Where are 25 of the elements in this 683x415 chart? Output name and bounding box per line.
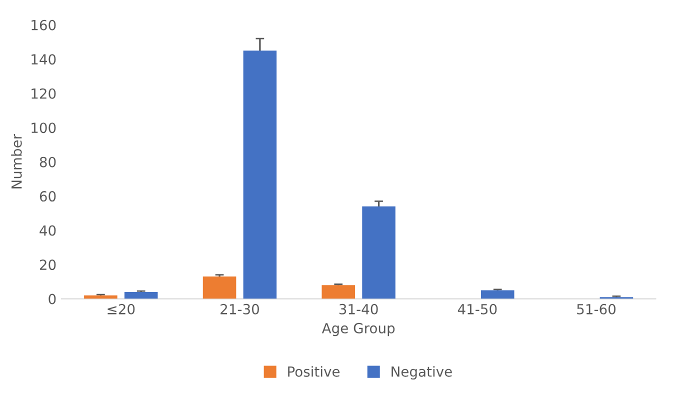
bar — [322, 285, 356, 299]
y-tick-label: 80 — [40, 156, 56, 168]
x-tick-label: ≤20 — [108, 304, 135, 314]
x-tick-label: 21-30 — [220, 304, 259, 314]
y-axis-title: Number — [11, 134, 22, 188]
x-axis-title: Age Group — [322, 322, 395, 336]
x-tick-label: 41-50 — [458, 304, 497, 314]
y-tick-label: 120 — [32, 88, 56, 99]
y-tick-label: 140 — [32, 54, 56, 65]
y-tick-label: 40 — [40, 225, 56, 236]
legend-label: Negative — [392, 366, 452, 380]
bar — [84, 295, 118, 299]
y-tick-label: 20 — [40, 260, 56, 270]
y-tick-label: 60 — [40, 191, 56, 202]
bar — [362, 206, 396, 299]
y-tick-label: 100 — [32, 122, 56, 134]
legend-label: Positive — [288, 366, 340, 377]
y-tick-label: 160 — [32, 20, 56, 30]
bar — [243, 50, 277, 299]
bar — [124, 292, 158, 299]
bar — [480, 290, 514, 299]
y-tick-label: 0 — [48, 294, 56, 304]
x-tick-label: 51-60 — [577, 304, 616, 314]
bar — [202, 276, 236, 299]
x-tick-label: 31-40 — [339, 304, 378, 314]
